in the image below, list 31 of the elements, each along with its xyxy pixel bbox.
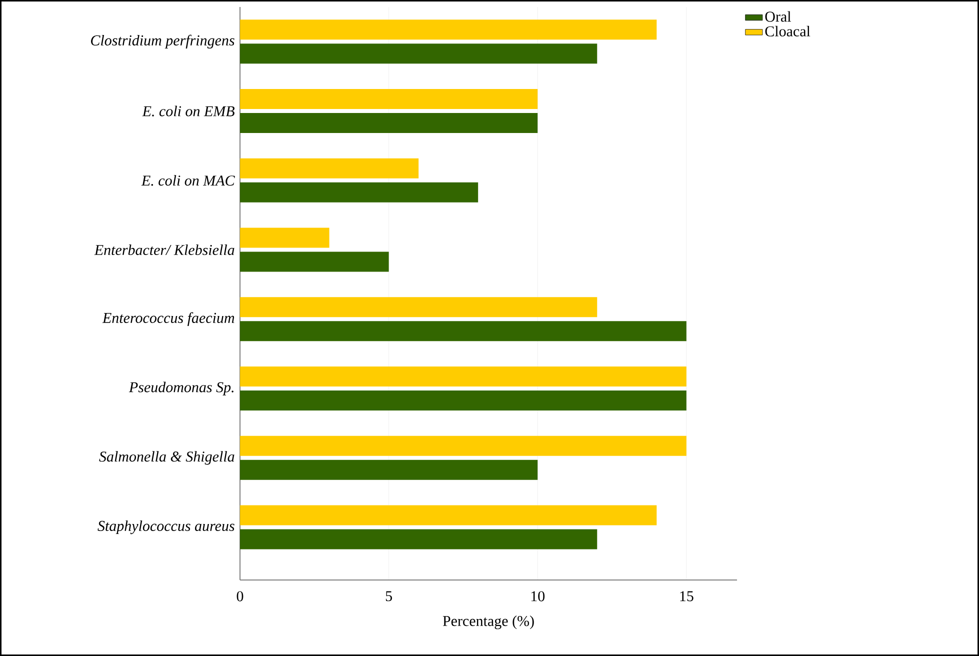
bar xyxy=(240,158,419,178)
y-tick-label: E. coli on EMB xyxy=(142,106,234,116)
x-axis-title: Percentage (%) xyxy=(442,616,534,630)
bar xyxy=(240,366,686,387)
x-tick-label: 10 xyxy=(531,591,545,602)
bar xyxy=(240,321,686,342)
y-tick-label: Clostridium perfringens xyxy=(91,34,234,49)
bar xyxy=(240,505,657,526)
bar xyxy=(240,436,686,456)
bar xyxy=(240,297,598,318)
bar xyxy=(240,182,478,202)
bar xyxy=(240,252,389,272)
bar xyxy=(240,460,538,480)
x-tick-label: 5 xyxy=(386,591,392,602)
x-tick-label: 15 xyxy=(680,591,694,602)
legend-label: Oral xyxy=(765,11,791,22)
x-tick-label: 0 xyxy=(236,591,244,602)
y-tick-label: E. coli on MAC xyxy=(141,175,235,186)
y-tick-label: Enterbacter/ Klebsiella xyxy=(94,244,234,256)
legend-label: Cloacal xyxy=(765,26,810,36)
y-tick-label: Staphylococcus aureus xyxy=(98,520,234,534)
y-tick-label: Enterococcus faecium xyxy=(102,312,234,326)
y-tick-label: Pseudomonas Sp. xyxy=(128,382,234,396)
bar xyxy=(240,44,598,64)
bar xyxy=(240,390,686,411)
bar xyxy=(240,529,598,550)
bar xyxy=(240,228,330,248)
y-tick-label: Salmonella & Shigella xyxy=(99,451,234,465)
bar xyxy=(240,113,538,134)
bar xyxy=(240,89,538,110)
bar xyxy=(240,20,657,40)
